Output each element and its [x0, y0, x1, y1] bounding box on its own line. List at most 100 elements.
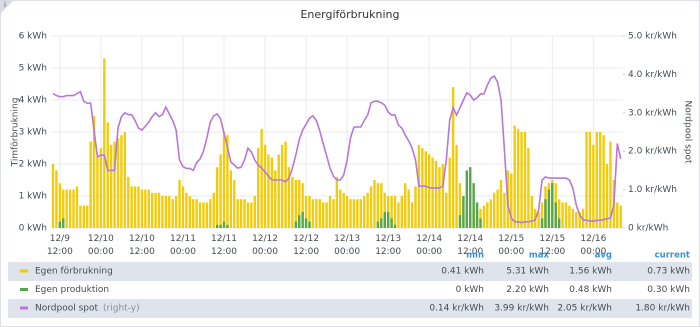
price-line [52, 74, 622, 224]
x-tick-label: 12/13 00:00 [334, 234, 360, 257]
info-icon[interactable]: i [4, 1, 6, 9]
bar [298, 180, 301, 228]
bar [133, 186, 137, 228]
bar [523, 132, 527, 228]
bar [222, 221, 226, 228]
bar [356, 199, 359, 228]
bar [537, 212, 540, 228]
bar [62, 218, 65, 228]
bar [294, 180, 298, 228]
x-tick-part: 12/16 [580, 234, 606, 244]
x-tick-part: 00:00 [416, 247, 442, 257]
bar [72, 189, 75, 228]
x-tick-part: 12/13 [375, 234, 401, 244]
bar [462, 196, 465, 228]
bar [448, 157, 451, 228]
bar [390, 196, 393, 228]
bar [226, 135, 229, 228]
y-tick-label: 6 kWh [19, 32, 47, 42]
bar [86, 205, 89, 228]
x-tick-label: 12/9 12:00 [47, 234, 73, 257]
bar [164, 196, 168, 228]
y-tick-label: 4 kWh [19, 96, 47, 106]
y-tick-label: 3 kWh [19, 128, 47, 138]
x-tick-label: 12/15 12:00 [539, 234, 565, 257]
bar [267, 154, 270, 228]
bar [202, 202, 205, 228]
bar [581, 208, 585, 228]
bar [274, 170, 277, 228]
x-tick-label: 12/13 12:00 [375, 234, 401, 257]
y2-axis-title: Nordpool spot [683, 100, 693, 163]
bar [257, 148, 260, 228]
bar [62, 189, 65, 228]
legend-column-header: max [529, 251, 550, 261]
x-tick-part: 00:00 [88, 247, 114, 257]
bar [380, 218, 383, 228]
bar [51, 164, 55, 228]
bar [250, 202, 253, 228]
bar [619, 205, 622, 228]
bar [551, 183, 554, 228]
legend-stat: 0 kWh [456, 285, 484, 295]
bar [431, 157, 434, 228]
x-tick-part: 12/11 [170, 234, 196, 244]
bar [376, 183, 380, 228]
y-tick-label: 5 kWh [19, 64, 47, 74]
bar [578, 212, 581, 228]
x-tick-label: 12/15 00:00 [498, 234, 524, 257]
bar [212, 192, 215, 228]
bar [298, 215, 301, 228]
bar [359, 199, 362, 228]
bar [120, 135, 123, 228]
y-tick-label: 0 kWh [19, 224, 47, 234]
bar [404, 183, 407, 228]
bar [328, 196, 332, 228]
bar [171, 199, 174, 228]
bar [410, 202, 414, 228]
legend-stat: 0.14 kr/kWh [429, 304, 484, 314]
bar [270, 157, 274, 228]
bar [263, 144, 267, 228]
bar [397, 202, 400, 228]
info-corner[interactable] [0, 0, 14, 14]
bar [116, 138, 120, 228]
bar [407, 189, 410, 228]
bar [301, 183, 304, 228]
bar [585, 132, 588, 228]
bar [106, 122, 109, 228]
bar [390, 218, 393, 228]
bar [342, 192, 345, 228]
bar [68, 189, 72, 228]
bar [475, 202, 479, 228]
bar [236, 199, 239, 228]
bar [421, 148, 424, 228]
legend-stat: 1.56 kWh [569, 267, 612, 277]
bar [82, 205, 85, 228]
panel-title[interactable]: Energiförbrukning [300, 8, 399, 21]
legend-label[interactable]: Nordpool spot [35, 304, 98, 314]
bar [554, 202, 557, 228]
bar [472, 183, 475, 228]
bar [181, 186, 185, 228]
bar [605, 164, 609, 228]
legend-label[interactable]: Egen produktion [35, 285, 109, 295]
bar [349, 199, 352, 228]
bar [441, 164, 445, 228]
y2-tick-label: 0 kr/kWh [628, 224, 668, 234]
legend-stat: 1.80 kr/kWh [635, 304, 690, 314]
bar [168, 196, 171, 228]
bar [205, 202, 209, 228]
bar [445, 192, 448, 228]
y-tick-label: 2 kWh [19, 160, 47, 170]
bar [219, 224, 222, 228]
bar [304, 196, 308, 228]
bar [469, 167, 472, 228]
bar [123, 132, 127, 228]
legend-label[interactable]: Egen förbrukning [35, 267, 113, 277]
bar [233, 180, 236, 228]
bar [513, 125, 516, 228]
bar [369, 186, 373, 228]
bar [308, 221, 311, 228]
bar [530, 196, 533, 228]
